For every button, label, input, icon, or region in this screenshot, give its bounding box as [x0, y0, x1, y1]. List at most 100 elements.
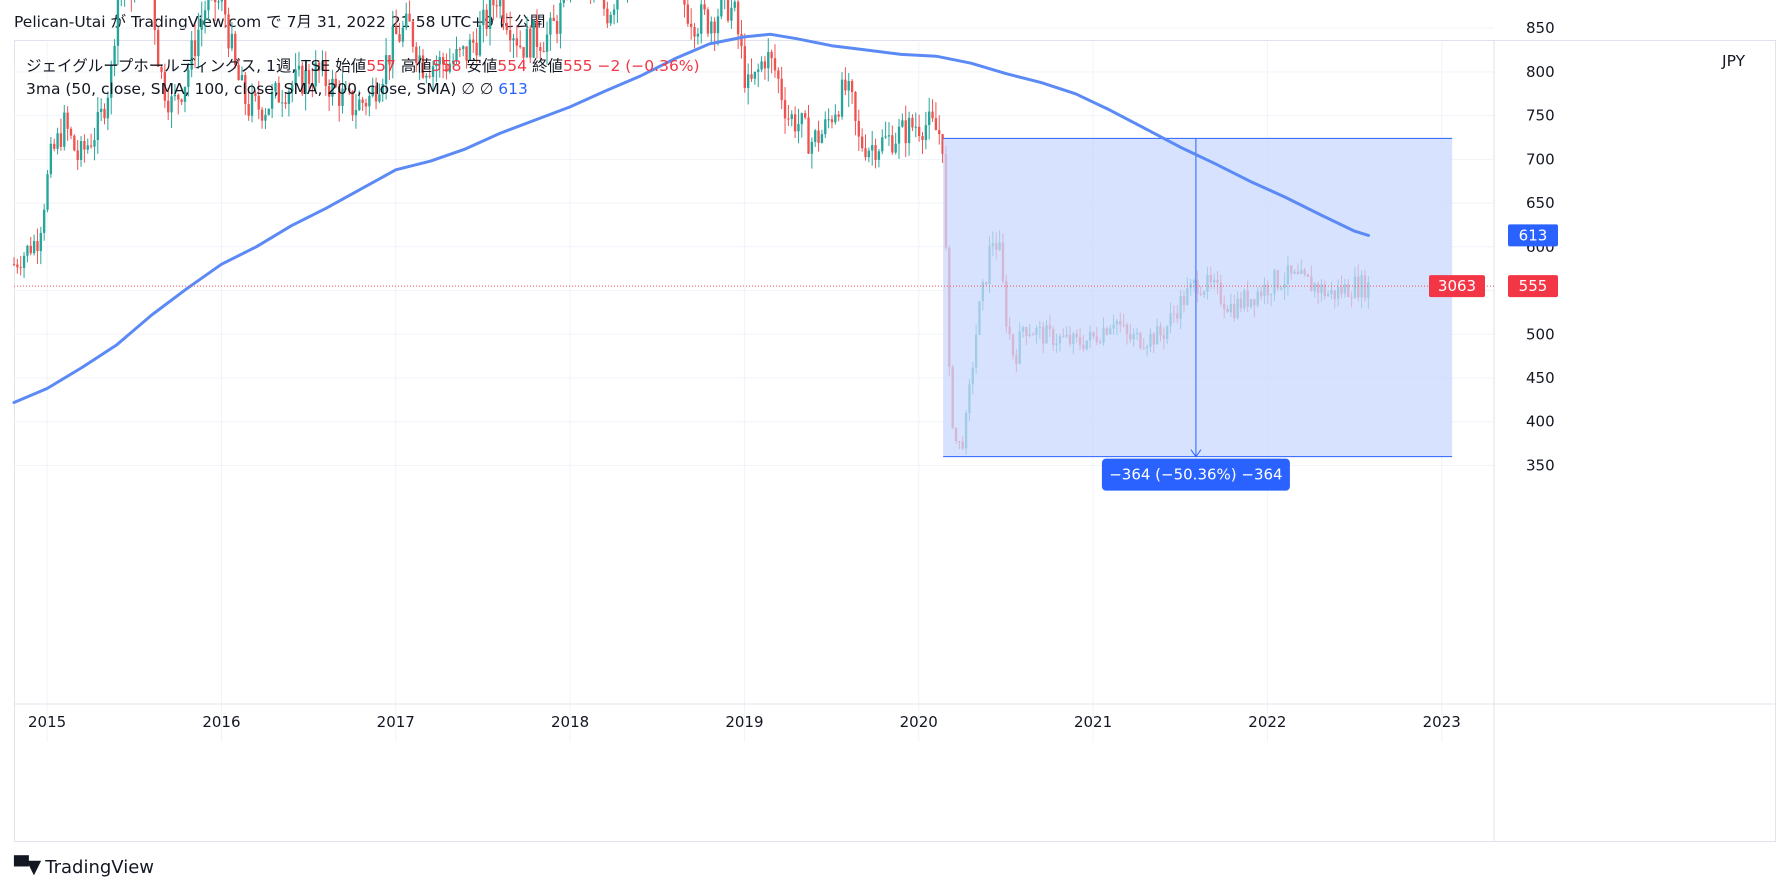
candle-body [475, 42, 478, 56]
candle-body [173, 94, 177, 97]
candle-body [485, 9, 488, 29]
candle-body [378, 94, 381, 102]
candle-body [36, 241, 39, 252]
candle-body [891, 135, 894, 153]
candle-body [549, 17, 552, 35]
candle-body [539, 46, 542, 51]
x-tick-label: 2019 [725, 713, 763, 731]
candle-body [840, 79, 844, 117]
candle-body [46, 174, 49, 210]
candle-body [767, 51, 770, 69]
measure-label: −364 (−50.36%) −364 [1109, 466, 1282, 484]
candle-body [777, 70, 780, 79]
candle-body [361, 99, 364, 103]
empty-value-icon: ∅ [461, 80, 475, 98]
candle-body [914, 126, 917, 128]
candle-body [700, 4, 703, 34]
candle-body [99, 108, 103, 112]
last-price-tag-box [1508, 275, 1558, 298]
candle-body [458, 48, 462, 50]
tradingview-logo[interactable]: ▀▼ TradingView [14, 856, 154, 878]
y-tick-label: 750 [1526, 107, 1555, 125]
candle-body [29, 245, 32, 254]
candle-body [921, 136, 924, 140]
candle-body [301, 65, 304, 94]
candle-body [22, 255, 26, 268]
candle-body [478, 25, 482, 56]
candle-body [183, 86, 187, 102]
candle-body [824, 119, 827, 135]
candle-body [441, 57, 445, 65]
y-tick-label: 350 [1526, 456, 1555, 474]
candle-body [287, 91, 291, 104]
low-label: 安値 [466, 57, 498, 75]
candle-body [110, 65, 113, 98]
y-tick-label: 800 [1526, 63, 1555, 81]
candle-body [277, 82, 281, 103]
candle-body [294, 69, 297, 85]
candle-body [167, 100, 170, 113]
candle-body [797, 124, 800, 132]
candle-body [224, 0, 227, 15]
candle-body [200, 19, 203, 30]
candle-body [163, 71, 167, 101]
candle-body [267, 108, 270, 115]
candle-body [495, 5, 498, 7]
candle-body [720, 0, 723, 17]
candle-body [418, 55, 421, 64]
candle-body [197, 29, 200, 57]
candle-body [515, 38, 519, 46]
candle-body [421, 55, 425, 78]
candle-body [207, 0, 210, 11]
candle-body [56, 133, 59, 149]
candle-body [753, 71, 757, 79]
high-label: 高値 [400, 57, 432, 75]
candle-body [106, 97, 110, 119]
candle-body [351, 90, 354, 116]
countdown-tag-box [1429, 275, 1485, 298]
candle-body [257, 95, 260, 110]
candle-body [415, 46, 418, 64]
candle-body [193, 40, 197, 57]
candle-body [686, 4, 689, 24]
chart-frame [14, 40, 1776, 842]
candle-body [488, 0, 492, 29]
candle-body [73, 135, 76, 151]
candle-body [931, 111, 934, 119]
empty-value-icon: ∅ [479, 80, 494, 98]
candle-body [532, 19, 535, 58]
open-value: 557 [366, 57, 396, 75]
candle-body [388, 55, 391, 65]
candle-body [334, 78, 337, 87]
candle-body [529, 28, 532, 58]
close-value: 555 [562, 57, 593, 75]
candle-body [297, 65, 301, 70]
candle-body [733, 1, 736, 8]
candle-body [371, 86, 374, 96]
candle-body [234, 33, 237, 65]
candle-body [260, 109, 264, 121]
candle-body [86, 145, 89, 150]
candle-body [773, 58, 777, 71]
candle-body [274, 82, 277, 92]
candle-body [941, 134, 944, 154]
candle-body [716, 16, 720, 34]
candle-body [713, 21, 716, 34]
candle-body [894, 143, 897, 153]
candle-body [391, 26, 394, 65]
candle-body [770, 51, 773, 59]
candle-body [435, 64, 438, 67]
candle-body [381, 83, 384, 95]
candle-body [606, 8, 609, 24]
candle-body [726, 0, 730, 21]
candle-body [790, 114, 793, 120]
candle-body [730, 7, 733, 21]
candle-body [545, 34, 549, 52]
candle-body [156, 29, 160, 67]
candle-body [938, 130, 941, 135]
candle-body [877, 151, 881, 160]
candle-body [562, 0, 565, 3]
indicator-legend[interactable]: 3ma (50, close, SMA, 100, close, SMA, 20… [26, 80, 528, 98]
candle-body [314, 62, 317, 87]
